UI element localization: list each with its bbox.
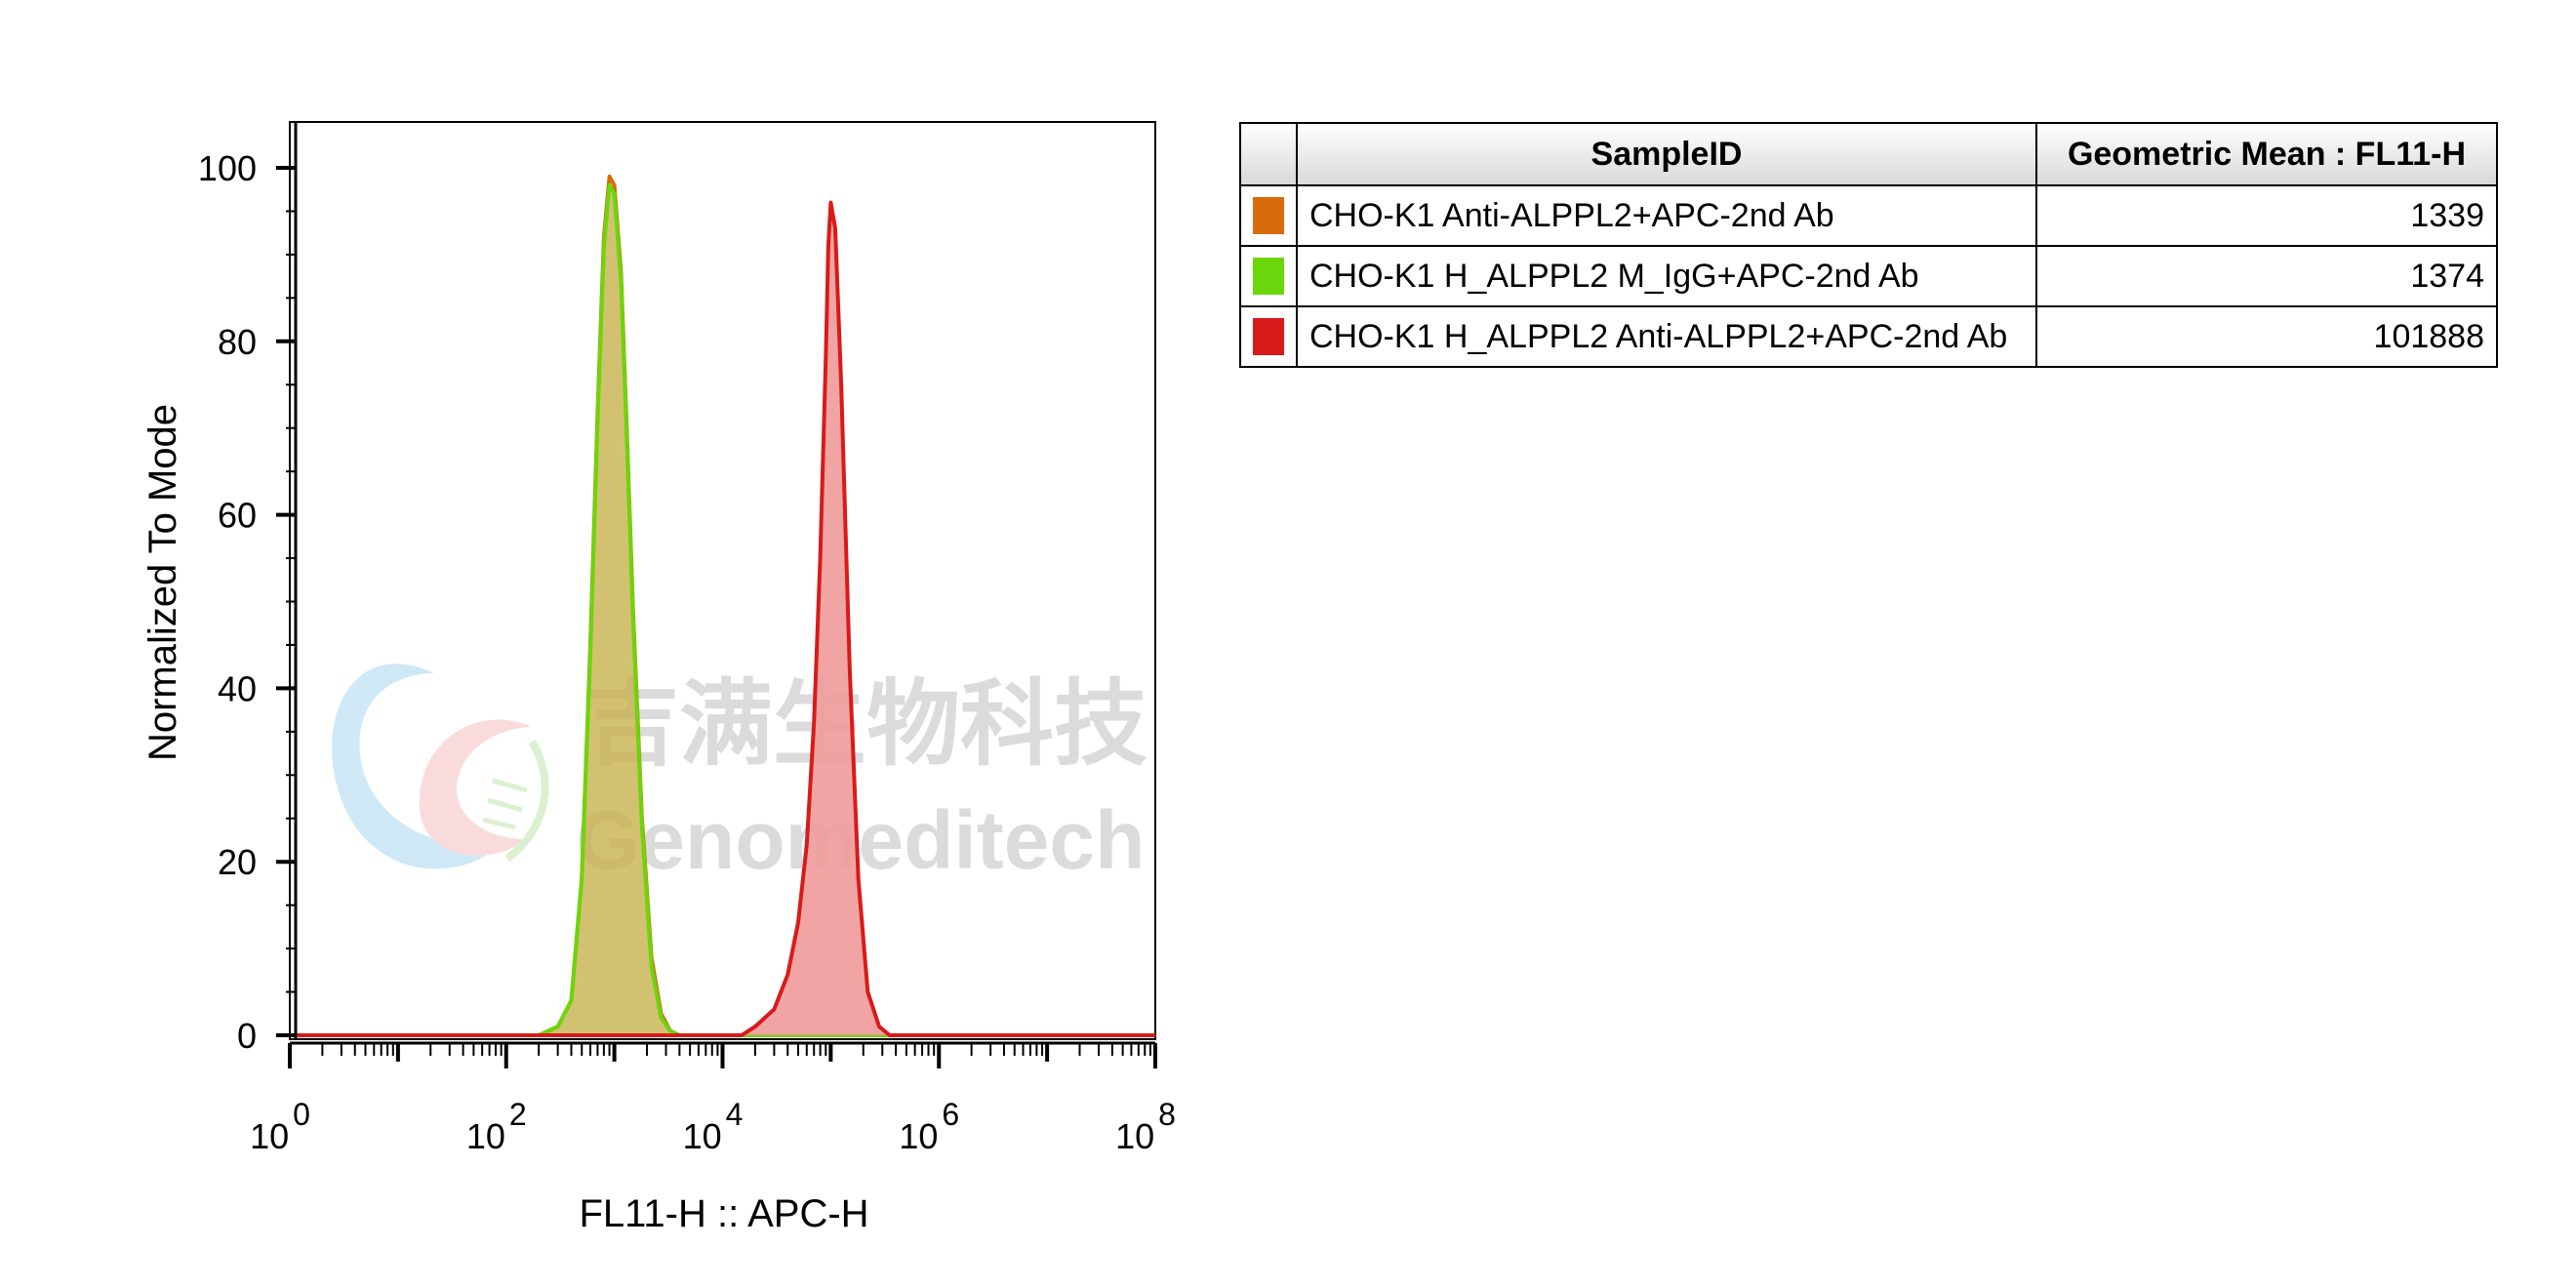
watermark-english: Genomeditech [576, 794, 1145, 886]
sample-id-cell: CHO-K1 H_ALPPL2 Anti-ALPPL2+APC-2nd Ab [1296, 305, 2037, 368]
sample-id-cell: CHO-K1 Anti-ALPPL2+APC-2nd Ab [1296, 184, 2037, 247]
x-tick-label: 100 [250, 1097, 310, 1156]
x-axis-title: FL11-H :: APC-H [579, 1192, 868, 1235]
geometric-mean-cell: 1374 [2035, 245, 2498, 307]
table-row: CHO-K1 H_ALPPL2 Anti-ALPPL2+APC-2nd Ab 1… [1239, 305, 2498, 368]
y-tick-label: 60 [218, 496, 257, 536]
y-tick-label: 80 [218, 322, 257, 362]
x-tick-label: 108 [1115, 1097, 1176, 1156]
geometric-mean-cell: 1339 [2035, 184, 2498, 247]
company-logo [332, 664, 549, 869]
plot-frame [289, 121, 1156, 1040]
sample-id-header: SampleID [1296, 122, 2037, 186]
series-line-1 [290, 174, 1155, 1037]
series-fill-3 [290, 202, 890, 1036]
legend-table: SampleID Geometric Mean : FL11-H CHO-K1 … [1239, 122, 2498, 368]
y-axis: 0 20 40 60 80 100 [198, 122, 298, 1056]
legend-swatch [1253, 258, 1284, 295]
y-tick-label: 100 [198, 148, 257, 188]
sample-id-cell: CHO-K1 H_ALPPL2 M_IgG+APC-2nd Ab [1296, 245, 2037, 307]
y-axis-title: Normalized To Mode [141, 404, 184, 761]
legend-swatch [1253, 197, 1284, 234]
geometric-mean-cell: 101888 [2035, 305, 2498, 368]
watermark-chinese: 吉满生物科技 [585, 669, 1147, 779]
series-line-2 [290, 182, 1155, 1037]
legend-header-row: SampleID Geometric Mean : FL11-H [1239, 122, 2498, 186]
series-fill-2 [290, 184, 680, 1036]
series-line-3 [290, 200, 1155, 1037]
y-tick-label: 0 [237, 1016, 257, 1056]
x-tick-label: 104 [683, 1097, 744, 1156]
legend-swatch-cell [1239, 305, 1298, 368]
x-tick-label: 106 [899, 1097, 959, 1156]
table-row: CHO-K1 H_ALPPL2 M_IgG+APC-2nd Ab 1374 [1239, 245, 2498, 307]
legend-swatch-cell [1239, 184, 1298, 247]
x-tick-label: 102 [466, 1097, 527, 1156]
watermark: 吉满生物科技 Genomeditech [332, 664, 1147, 886]
series-layer [290, 174, 1155, 1037]
legend-swatch-cell [1239, 245, 1298, 307]
x-axis: 100 102 104 106 108 [250, 1041, 1176, 1156]
y-tick-label: 40 [218, 668, 257, 708]
table-row: CHO-K1 Anti-ALPPL2+APC-2nd Ab 1339 [1239, 184, 2498, 247]
legend-header-swatch [1239, 122, 1298, 186]
y-tick-label: 20 [218, 842, 257, 882]
geometric-mean-header: Geometric Mean : FL11-H [2035, 122, 2498, 186]
legend-swatch [1253, 318, 1284, 355]
